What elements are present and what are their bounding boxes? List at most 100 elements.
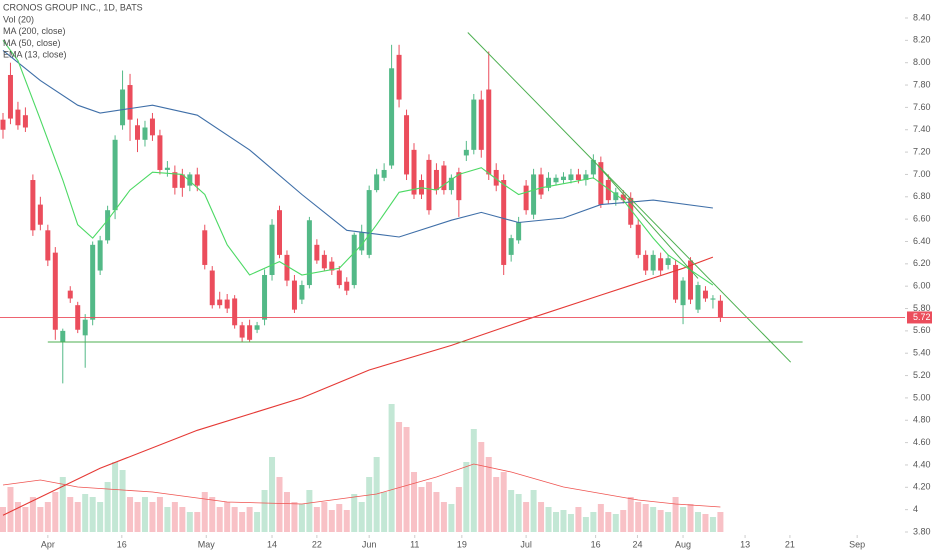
candle-body: [717, 300, 723, 318]
volume-bar: [156, 497, 163, 532]
candle-body: [187, 174, 193, 186]
candle-body: [291, 280, 297, 310]
volume-bar: [672, 497, 679, 532]
volume-bar: [425, 482, 432, 532]
y-tick-label: 6.00: [913, 281, 931, 291]
volume-bar: [553, 512, 560, 532]
candle-body: [575, 174, 581, 181]
trend-line: [597, 165, 699, 279]
volume-bar: [500, 472, 507, 532]
candle-body: [635, 224, 641, 255]
candle-body: [560, 176, 566, 181]
candle-body: [157, 135, 163, 170]
legend: CRONOS GROUP INC., 1D, BATS Vol (20) MA (…: [3, 2, 143, 59]
volume-bar: [127, 497, 134, 532]
candle-body: [269, 224, 275, 275]
volume-bar: [29, 497, 36, 532]
volume-bar: [276, 477, 283, 532]
candle-body: [583, 174, 589, 181]
candle-body: [471, 99, 477, 150]
candle-body: [389, 68, 395, 166]
y-tick-label: 7.40: [913, 124, 931, 134]
candle-body: [673, 264, 679, 300]
candle-body: [553, 177, 559, 183]
candle-body: [493, 169, 499, 186]
x-tick-label: Apr: [41, 539, 55, 549]
candle-body: [37, 204, 43, 225]
volume-bar: [343, 510, 350, 532]
y-tick-label: 7.20: [913, 146, 931, 156]
volume-bar: [254, 512, 261, 532]
candle-body: [665, 258, 671, 265]
x-tick-label: 16: [591, 539, 601, 549]
volume-bar: [455, 487, 462, 532]
volume-bar: [508, 490, 515, 532]
volume-bar: [74, 502, 81, 532]
volume-bar: [538, 502, 545, 532]
candle-body: [15, 109, 21, 126]
candle-body: [247, 325, 253, 340]
volume-bar: [388, 404, 395, 532]
volume-bar: [82, 494, 89, 532]
candle-body: [232, 298, 238, 326]
candle-body: [643, 254, 649, 271]
candle-body: [0, 119, 6, 130]
candle-body: [710, 298, 716, 300]
candle-body: [336, 270, 342, 286]
candle-body: [538, 174, 544, 195]
volume-bar: [687, 504, 694, 532]
candle-body: [329, 261, 335, 271]
volume-bar: [0, 507, 6, 532]
candle-body: [605, 180, 611, 201]
axes: 3.80 4 4.20 4.40 4.60 4.80 5.00 5.20 5.40 5.60 5.8…: [41, 12, 932, 549]
candle-body: [7, 74, 13, 119]
candle-body: [568, 174, 574, 181]
volume-bar: [89, 497, 96, 532]
x-tick-label: Jun: [362, 539, 377, 549]
price-pane: [0, 32, 905, 516]
y-tick-label: 7.60: [913, 102, 931, 112]
candle-body: [426, 159, 432, 211]
volume-bar: [59, 477, 66, 532]
y-tick-label: 5.20: [913, 370, 931, 380]
candle-body: [433, 169, 439, 191]
y-tick-label: 6.80: [913, 191, 931, 201]
candle-body: [396, 54, 402, 100]
volume-bar: [702, 514, 709, 532]
y-tick-label: 8.00: [913, 57, 931, 67]
volume-bar: [141, 497, 148, 532]
candle-body: [463, 149, 469, 156]
volume-bar: [381, 492, 388, 532]
volume-bar: [478, 442, 485, 532]
volume-bar: [194, 512, 201, 532]
candle-body: [531, 174, 537, 215]
y-tick-label: 4.20: [913, 482, 931, 492]
volume-bar: [590, 512, 597, 532]
volume-bar: [112, 462, 119, 532]
x-tick-label: 14: [267, 539, 277, 549]
candle-body: [448, 177, 454, 191]
y-tick-label: 6.20: [913, 258, 931, 268]
volume-bar: [448, 504, 455, 532]
ma-line: [2, 256, 714, 516]
volume-bar: [560, 510, 567, 532]
volume-bar: [37, 507, 44, 532]
candle-body: [67, 290, 73, 299]
y-tick-label: 5.40: [913, 348, 931, 358]
candle-body: [254, 325, 260, 330]
volume-bar: [463, 462, 470, 532]
candle-body: [224, 299, 230, 309]
volume-bar: [680, 507, 687, 532]
volume-bar: [97, 502, 104, 532]
candle-body: [306, 220, 312, 286]
y-tick-label: 8.20: [913, 35, 931, 45]
y-tick-label: 5.60: [913, 325, 931, 335]
volume-bar: [366, 477, 373, 532]
volume-bar: [186, 512, 193, 532]
volume-bar: [134, 502, 141, 532]
candle-body: [688, 260, 694, 300]
candle-body: [486, 89, 492, 175]
candle-body: [52, 252, 58, 330]
candle-body: [613, 192, 619, 201]
